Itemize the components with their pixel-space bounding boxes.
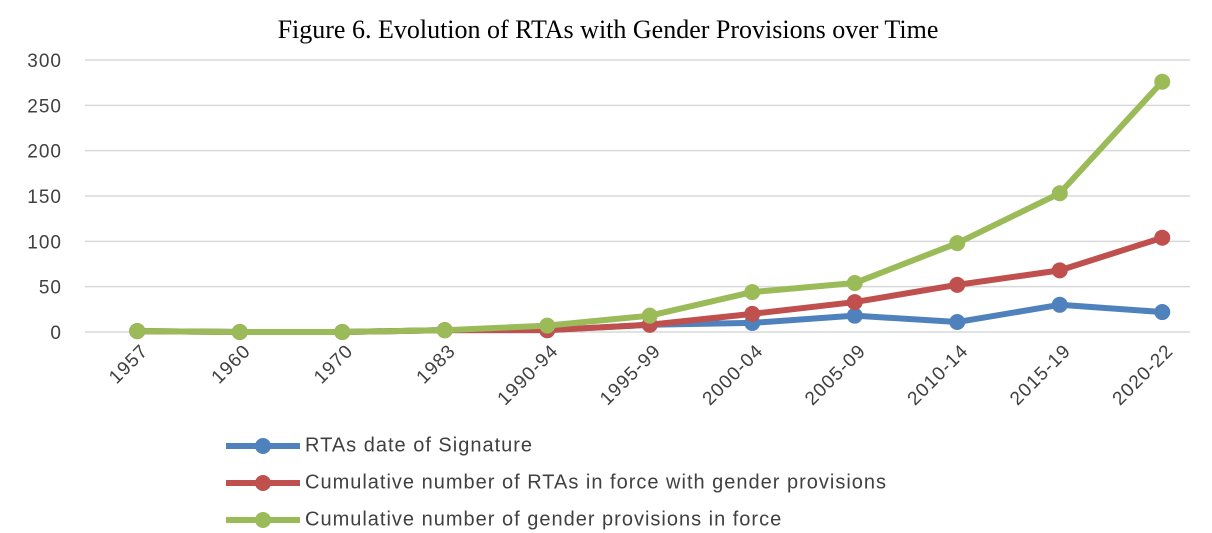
legend-label: RTAs date of Signature <box>305 434 533 456</box>
x-tick-label: 2005-09 <box>801 341 870 410</box>
data-point <box>949 235 966 252</box>
data-point <box>231 324 248 340</box>
legend-marker <box>255 512 271 528</box>
data-point <box>1154 73 1171 90</box>
data-point <box>949 314 966 331</box>
x-tick-label: 1983 <box>413 341 461 389</box>
legend-marker <box>255 475 271 491</box>
data-point <box>846 275 863 292</box>
data-point <box>1051 262 1068 279</box>
data-point <box>744 305 761 322</box>
data-point <box>436 322 453 339</box>
x-tick-label: 1957 <box>105 341 153 389</box>
data-point <box>129 323 146 340</box>
data-point <box>1154 304 1171 321</box>
x-tick-label: 1970 <box>310 341 358 389</box>
data-point <box>641 307 658 324</box>
data-point <box>846 294 863 311</box>
legend-label: Cumulative number of RTAs in force with … <box>305 471 887 493</box>
data-point <box>846 307 863 324</box>
data-point <box>1051 185 1068 202</box>
y-tick-label: 0 <box>50 323 62 344</box>
x-tick-label: 2020-22 <box>1109 341 1178 410</box>
legend-label: Cumulative number of gender provisions i… <box>305 508 782 530</box>
y-tick-label: 50 <box>39 278 62 299</box>
data-point <box>334 324 351 340</box>
x-tick-label: 2015-19 <box>1006 341 1075 410</box>
x-tick-label: 1995-99 <box>596 341 665 410</box>
x-tick-label: 2000-04 <box>699 341 768 410</box>
x-tick-label: 1990-94 <box>494 341 563 410</box>
data-point <box>1154 229 1171 246</box>
series-line <box>137 79 1165 335</box>
chart-title: Figure 6. Evolution of RTAs with Gender … <box>278 15 939 44</box>
x-tick-label: 1960 <box>208 341 256 389</box>
data-point <box>539 317 556 334</box>
y-tick-label: 250 <box>27 96 62 117</box>
y-tick-label: 200 <box>27 142 62 163</box>
data-point <box>744 284 761 301</box>
x-tick-label: 2010-14 <box>904 341 973 410</box>
y-tick-label: 150 <box>27 187 62 208</box>
data-point <box>1051 296 1068 313</box>
data-point <box>949 276 966 293</box>
y-tick-label: 300 <box>27 51 62 72</box>
legend-marker <box>255 438 271 454</box>
y-tick-label: 100 <box>27 232 62 253</box>
